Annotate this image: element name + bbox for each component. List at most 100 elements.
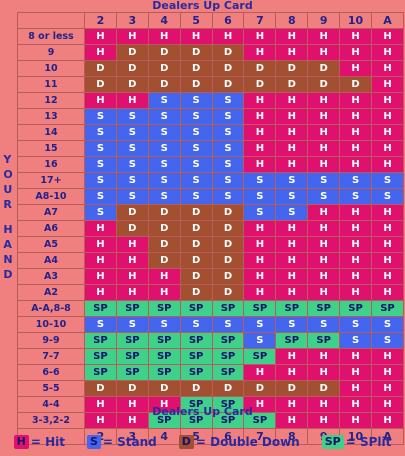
action-cell: H: [243, 268, 277, 285]
action-cell: S: [179, 172, 213, 189]
action-cell: S: [307, 172, 341, 189]
side-letter: Y: [3, 153, 12, 166]
action-cell: S: [115, 188, 149, 205]
action-cell: H: [339, 380, 373, 397]
player-hand-label: 12: [17, 92, 85, 109]
action-cell: H: [243, 92, 277, 109]
action-cell: S: [179, 156, 213, 173]
action-cell: H: [339, 156, 373, 173]
dealer-card-header: 7: [243, 12, 277, 29]
action-cell: H: [371, 284, 404, 301]
action-cell: D: [275, 60, 309, 77]
action-cell: S: [115, 140, 149, 157]
action-cell: D: [147, 236, 181, 253]
action-cell: H: [339, 252, 373, 269]
action-cell: H: [275, 140, 309, 157]
action-cell: H: [371, 364, 404, 381]
action-cell: H: [275, 348, 309, 365]
action-cell: H: [179, 28, 213, 45]
action-cell: H: [115, 252, 149, 269]
player-hand-label: 11: [17, 76, 85, 93]
action-cell: D: [243, 380, 277, 397]
action-cell: D: [211, 284, 245, 301]
dealer-card-header: 4: [147, 12, 181, 29]
action-cell: D: [179, 44, 213, 61]
action-cell: H: [307, 284, 341, 301]
action-cell: SP: [179, 396, 213, 413]
action-cell: H: [371, 236, 404, 253]
player-hand-label: A6: [17, 220, 85, 237]
legend-swatch: SP: [321, 434, 344, 449]
side-letter: N: [3, 253, 13, 266]
action-cell: D: [211, 236, 245, 253]
action-cell: D: [179, 380, 213, 397]
table-row: 9-9 SP SP SP SP SP S SP SP S S: [17, 332, 404, 349]
action-cell: S: [147, 108, 181, 125]
action-cell: D: [179, 220, 213, 237]
action-cell: D: [307, 380, 341, 397]
table-row: 8 or less H H H H H H H H H H: [17, 28, 404, 45]
action-cell: SP: [84, 332, 117, 349]
action-cell: H: [84, 236, 117, 253]
legend-swatch: D: [178, 434, 194, 449]
action-cell: SP: [179, 300, 213, 317]
action-cell: D: [211, 252, 245, 269]
action-cell: SP: [115, 364, 149, 381]
action-cell: H: [275, 364, 309, 381]
action-cell: S: [84, 188, 117, 205]
player-hand-label: 16: [17, 156, 85, 173]
action-cell: S: [147, 156, 181, 173]
action-cell: D: [179, 76, 213, 93]
action-cell: H: [307, 44, 341, 61]
table-row: 3-3,2-2 H H SP SP SP SP H H H H: [17, 412, 404, 429]
table-row: 10-10 S S S S S S S S S S: [17, 316, 404, 333]
legend-item: D = Double Down: [178, 434, 300, 449]
player-hand-label: 10-10: [17, 316, 85, 333]
action-cell: D: [307, 76, 341, 93]
action-cell: H: [275, 156, 309, 173]
action-cell: SP: [371, 300, 404, 317]
legend-label: = Stand: [102, 434, 157, 449]
action-cell: H: [307, 364, 341, 381]
action-cell: H: [339, 220, 373, 237]
legend-swatch: S: [86, 434, 101, 449]
action-cell: SP: [147, 348, 181, 365]
action-cell: S: [339, 332, 373, 349]
action-cell: S: [339, 316, 373, 333]
player-hand-label: 13: [17, 108, 85, 125]
action-cell: D: [115, 204, 149, 221]
action-cell: H: [243, 156, 277, 173]
action-cell: S: [211, 188, 245, 205]
action-cell: H: [147, 396, 181, 413]
action-cell: D: [115, 220, 149, 237]
action-cell: H: [339, 364, 373, 381]
action-cell: SP: [84, 364, 117, 381]
action-cell: S: [84, 156, 117, 173]
table-row: A3 H H H D D H H H H H: [17, 268, 404, 285]
action-cell: H: [371, 220, 404, 237]
action-cell: SP: [211, 332, 245, 349]
player-hand-label: A7: [17, 204, 85, 221]
action-cell: H: [147, 268, 181, 285]
table-row: 7-7 SP SP SP SP SP SP H H H H: [17, 348, 404, 365]
player-hand-label: A8-10: [17, 188, 85, 205]
action-cell: S: [84, 108, 117, 125]
action-cell: H: [115, 268, 149, 285]
action-cell: SP: [211, 300, 245, 317]
action-cell: D: [211, 76, 245, 93]
action-cell: H: [84, 44, 117, 61]
action-cell: S: [147, 124, 181, 141]
action-cell: H: [243, 220, 277, 237]
action-cell: H: [371, 60, 404, 77]
action-cell: H: [371, 204, 404, 221]
action-cell: S: [179, 108, 213, 125]
action-cell: S: [243, 332, 277, 349]
player-hand-label: 10: [17, 60, 85, 77]
legend-label: = Double Down: [195, 434, 300, 449]
action-cell: H: [371, 380, 404, 397]
action-cell: H: [243, 108, 277, 125]
action-cell: S: [371, 172, 404, 189]
action-cell: S: [115, 156, 149, 173]
action-cell: SP: [147, 300, 181, 317]
action-cell: D: [179, 60, 213, 77]
